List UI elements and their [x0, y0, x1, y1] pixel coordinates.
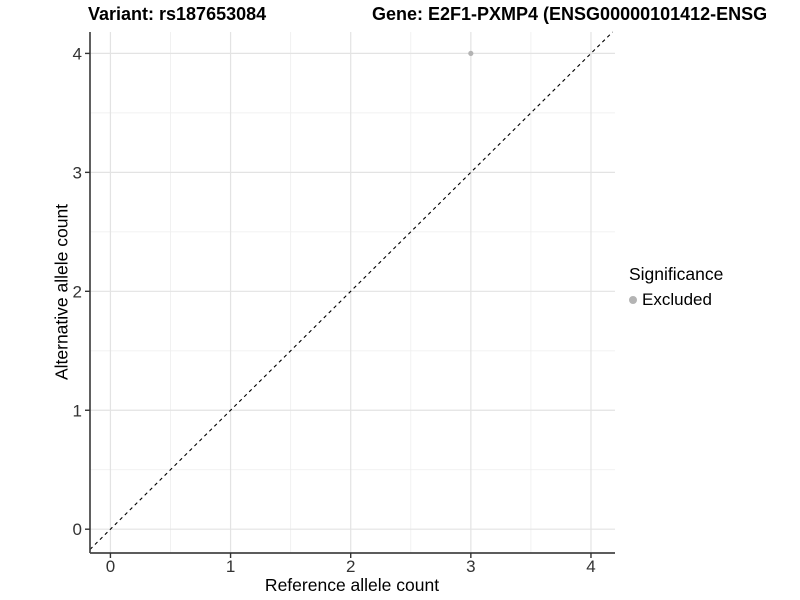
- x-tick-label: 2: [346, 557, 355, 576]
- x-tick-label: 3: [466, 557, 475, 576]
- x-tick-label: 1: [226, 557, 235, 576]
- legend-key-dot-icon: [629, 296, 637, 304]
- y-tick-label: 1: [73, 401, 82, 420]
- legend-title: Significance: [629, 264, 724, 284]
- variant-title: Variant: rs187653084: [88, 4, 267, 24]
- x-tick-label: 0: [106, 557, 115, 576]
- legend-item: Excluded: [629, 290, 723, 310]
- y-axis-label: Alternative allele count: [51, 203, 72, 381]
- y-tick-label: 4: [73, 44, 82, 63]
- y-tick-label: 2: [73, 282, 82, 301]
- x-axis-label: Reference allele count: [264, 575, 440, 595]
- data-point: [468, 50, 474, 57]
- legend: Significance Excluded: [628, 264, 723, 310]
- legend-item-label: Excluded: [642, 290, 712, 309]
- y-tick-label: 0: [73, 520, 82, 539]
- gene-title: Gene: E2F1-PXMP4 (ENSG00000101412-ENSG: [372, 4, 768, 24]
- y-tick-label: 3: [73, 163, 82, 182]
- x-tick-label: 4: [586, 557, 595, 576]
- legend-items: Excluded: [628, 290, 723, 310]
